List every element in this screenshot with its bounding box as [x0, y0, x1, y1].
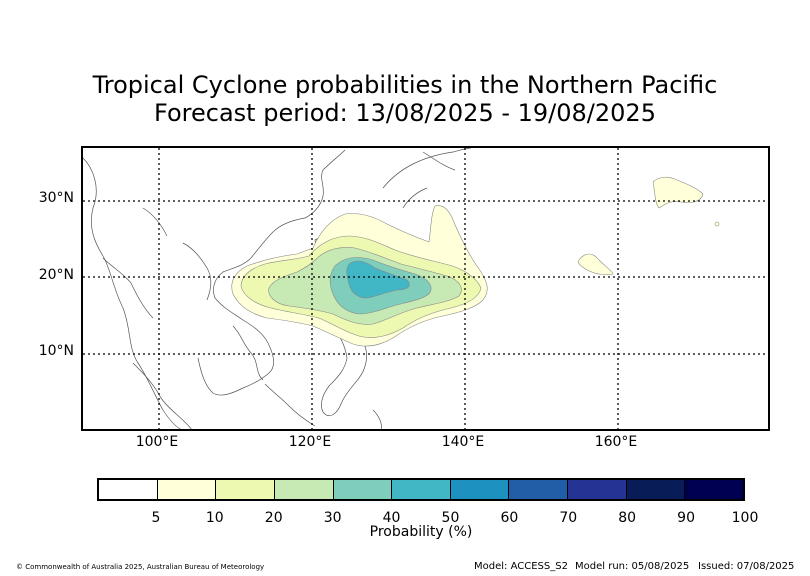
model-run-date: Model run: 05/08/2025: [575, 561, 690, 572]
colorbar-segment: [685, 480, 744, 499]
colorbar-segment: [568, 480, 627, 499]
colorbar-tick-label: 70: [559, 510, 578, 526]
map-panel: [81, 146, 770, 431]
lon-label-140e: 140°E: [441, 434, 485, 450]
colorbar-segment: [99, 480, 158, 499]
colorbar-segment: [509, 480, 569, 499]
colorbar-tick-label: 100: [731, 510, 759, 526]
colorbar-segment: [157, 480, 217, 499]
probability-patches: [578, 176, 720, 276]
coastlines: [83, 148, 472, 429]
colorbar-tick-label: 40: [382, 510, 401, 526]
model-name: Model: ACCESS_S2: [474, 561, 568, 572]
chart-title-line-2: Forecast period: 13/08/2025 - 19/08/2025: [154, 99, 656, 127]
colorbar-tick-label: 60: [500, 510, 519, 526]
lon-label-100e: 100°E: [135, 434, 179, 450]
colorbar-tick-label: 30: [323, 510, 342, 526]
colorbar-label: Probability (%): [369, 524, 473, 540]
colorbar-segment: [333, 480, 393, 499]
contour-40: [346, 260, 410, 299]
colorbar-tick-label: 20: [264, 510, 283, 526]
lat-label-10n: 10°N: [38, 343, 74, 359]
colorbar-tick-label: 90: [677, 510, 695, 526]
colorbar-segment: [274, 480, 334, 499]
colorbar-tick-label: 80: [618, 510, 637, 526]
lat-label-20n: 20°N: [38, 267, 74, 283]
lat-label-30n: 30°N: [38, 190, 74, 206]
lon-label-160e: 160°E: [594, 434, 638, 450]
chart-title-line-1: Tropical Cyclone probabilities in the No…: [92, 71, 718, 99]
colorbar-segment: [626, 480, 686, 499]
issued-date: Issued: 07/08/2025: [698, 561, 795, 572]
colorbar-tick-label: 5: [151, 510, 161, 526]
map-svg: [83, 148, 768, 429]
lon-label-120e: 120°E: [288, 434, 332, 450]
colorbar-segment: [450, 480, 510, 499]
colorbar-segment: [392, 480, 451, 499]
copyright-notice: © Commonwealth of Australia 2025, Austra…: [16, 563, 265, 571]
colorbar: [97, 478, 745, 501]
probability-contours: [231, 205, 488, 347]
colorbar-segment: [216, 480, 275, 499]
colorbar-tick-label: 10: [205, 510, 224, 526]
colorbar-tick-label: 50: [441, 510, 460, 526]
